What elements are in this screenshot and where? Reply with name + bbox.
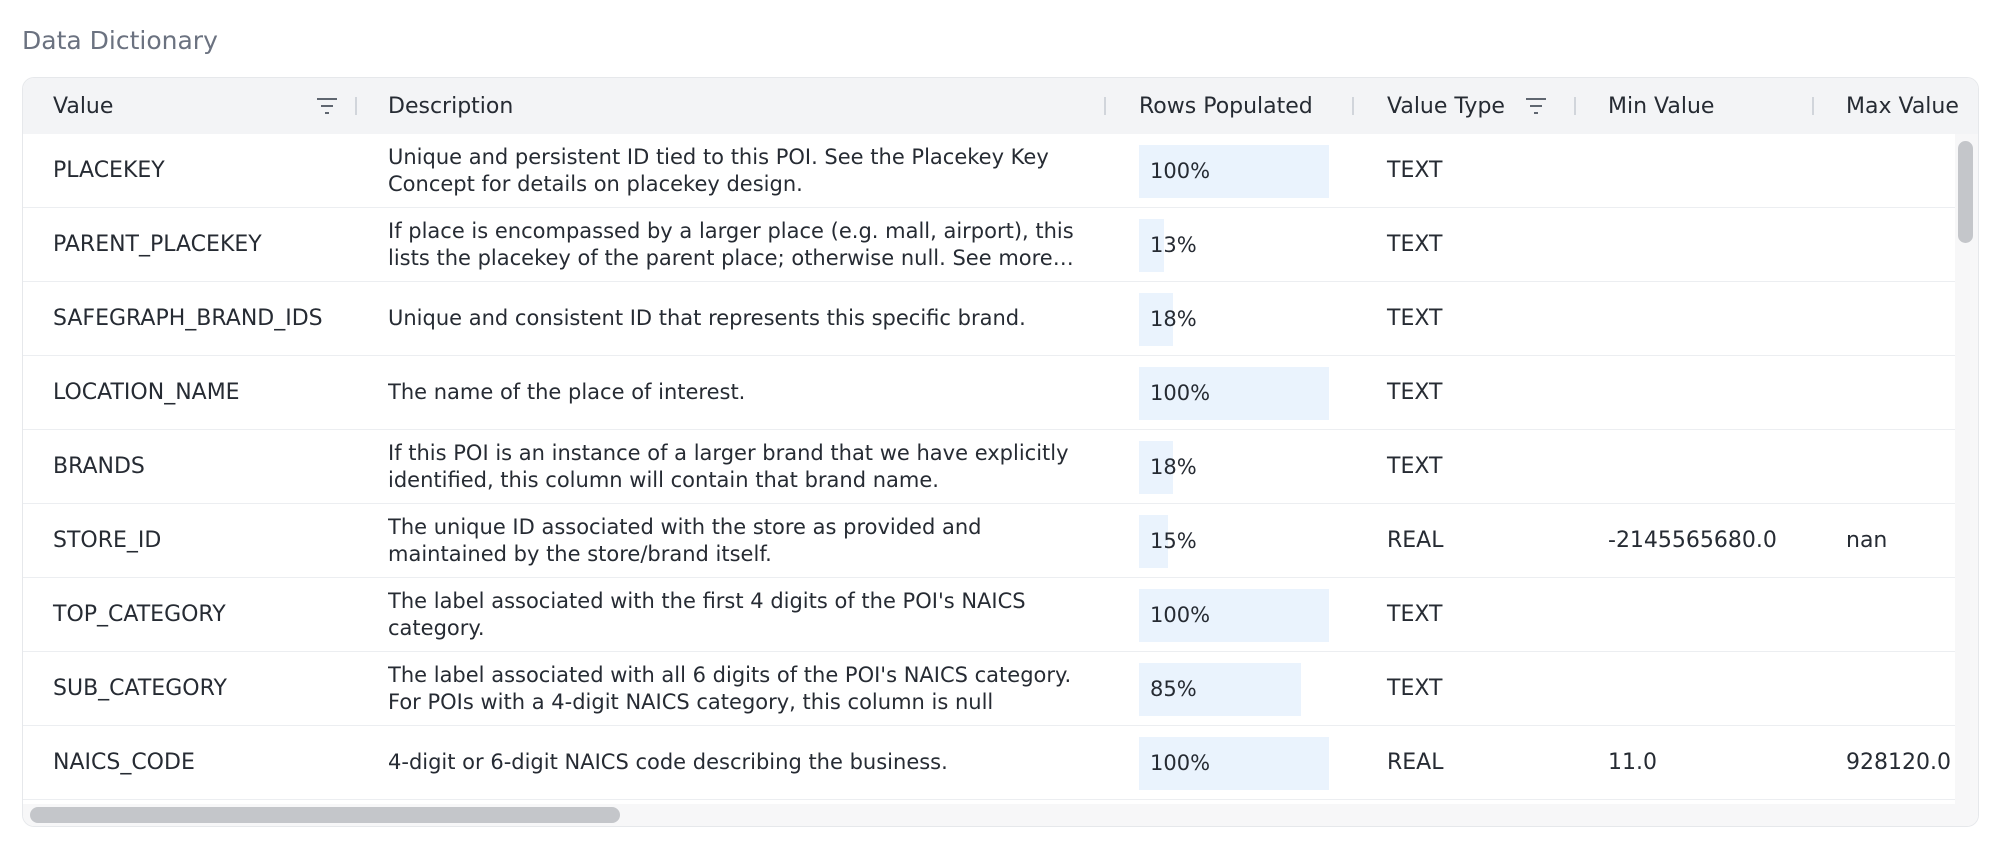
value-type-cell: TEXT (1387, 158, 1443, 183)
populated-bar (1139, 737, 1329, 790)
rows-populated-cell: 13% (1150, 232, 1197, 257)
value-cell: TOP_CATEGORY (53, 602, 226, 627)
populated-bar (1139, 367, 1329, 420)
filter-icon[interactable] (1525, 95, 1547, 117)
table-row[interactable]: TOP_CATEGORY The label associated with t… (23, 578, 1955, 652)
column-header-value-type[interactable]: Value Type (1387, 93, 1505, 119)
table-row[interactable]: BRANDS If this POI is an instance of a l… (23, 430, 1955, 504)
vertical-scrollbar[interactable] (1955, 134, 1978, 804)
table-row[interactable]: SUB_CATEGORY The label associated with a… (23, 652, 1955, 726)
populated-bar (1139, 663, 1301, 716)
value-type-cell: REAL (1387, 528, 1444, 553)
column-resizer[interactable] (1352, 97, 1354, 115)
column-header-min-value[interactable]: Min Value (1608, 93, 1715, 119)
description-cell: The label associated with the first 4 di… (388, 578, 1078, 651)
value-cell: SAFEGRAPH_BRAND_IDS (53, 306, 323, 331)
table-row[interactable]: NAICS_CODE 4-digit or 6-digit NAICS code… (23, 726, 1955, 800)
description-text: The name of the place of interest. (388, 380, 746, 404)
column-header-description[interactable]: Description (388, 93, 514, 119)
table-row[interactable]: SAFEGRAPH_BRAND_IDS Unique and consisten… (23, 282, 1955, 356)
value-cell: LOCATION_NAME (53, 380, 240, 405)
description-text: The label associated with the first 4 di… (388, 588, 1026, 640)
max-value-cell: 928120.0 (1846, 750, 1951, 775)
value-type-cell: TEXT (1387, 380, 1443, 405)
rows-populated-cell: 85% (1150, 676, 1197, 701)
rows-populated-cell: 100% (1150, 602, 1211, 627)
populated-bar (1139, 145, 1329, 198)
vertical-scrollbar-thumb[interactable] (1958, 141, 1973, 243)
min-value-cell: -2145565680.0 (1608, 528, 1777, 553)
description-text: Unique and persistent ID tied to this PO… (388, 144, 1049, 196)
description-cell: The unique ID associated with the store … (388, 504, 1078, 577)
table-row[interactable]: PARENT_PLACEKEY If place is encompassed … (23, 208, 1955, 282)
value-cell: BRANDS (53, 454, 145, 479)
description-cell: If this POI is an instance of a larger b… (388, 430, 1078, 503)
page-title: Data Dictionary (22, 26, 218, 55)
min-value-cell: 11.0 (1608, 750, 1657, 775)
populated-bar (1139, 219, 1164, 272)
description-cell: Unique and persistent ID tied to this PO… (388, 134, 1078, 207)
value-cell: PARENT_PLACEKEY (53, 232, 262, 257)
column-resizer[interactable] (1812, 97, 1814, 115)
description-cell: The label associated with all 6 digits o… (388, 652, 1078, 725)
filter-icon[interactable] (316, 95, 338, 117)
rows-populated-cell: 100% (1150, 158, 1211, 183)
description-text: The label associated with all 6 digits o… (388, 662, 1072, 714)
value-cell: NAICS_CODE (53, 750, 195, 775)
populated-bar (1139, 293, 1173, 346)
rows-populated-cell: 18% (1150, 306, 1197, 331)
value-type-cell: TEXT (1387, 602, 1443, 627)
description-cell: The name of the place of interest. (388, 356, 1078, 429)
value-cell: PLACEKEY (53, 158, 165, 183)
description-text: 4-digit or 6-digit NAICS code describing… (388, 750, 948, 774)
value-cell: SUB_CATEGORY (53, 676, 227, 701)
description-text: If this POI is an instance of a larger b… (388, 440, 1069, 492)
description-text: Unique and consistent ID that represents… (388, 306, 1026, 330)
column-header-value[interactable]: Value (53, 93, 114, 119)
value-type-cell: REAL (1387, 750, 1444, 775)
description-text: If place is encompassed by a larger plac… (388, 218, 1074, 270)
description-cell: Unique and consistent ID that represents… (388, 282, 1078, 355)
rows-populated-cell: 15% (1150, 528, 1197, 553)
value-type-cell: TEXT (1387, 676, 1443, 701)
value-cell: STORE_ID (53, 528, 162, 553)
data-grid: Value Description Rows Populated Value T… (22, 77, 1979, 827)
populated-bar (1139, 441, 1173, 494)
column-resizer[interactable] (355, 97, 357, 115)
column-header-max-value[interactable]: Max Value (1846, 93, 1959, 119)
value-type-cell: TEXT (1387, 232, 1443, 257)
populated-bar (1139, 589, 1329, 642)
rows-populated-cell: 100% (1150, 380, 1211, 405)
table-row[interactable]: PLACEKEY Unique and persistent ID tied t… (23, 134, 1955, 208)
grid-header: Value Description Rows Populated Value T… (23, 78, 1978, 135)
max-value-cell: nan (1846, 528, 1888, 553)
horizontal-scrollbar-thumb[interactable] (30, 807, 620, 823)
table-row[interactable]: STORE_ID The unique ID associated with t… (23, 504, 1955, 578)
rows-populated-cell: 100% (1150, 750, 1211, 775)
column-resizer[interactable] (1104, 97, 1106, 115)
table-row[interactable]: LOCATION_NAME The name of the place of i… (23, 356, 1955, 430)
column-resizer[interactable] (1574, 97, 1576, 115)
value-type-cell: TEXT (1387, 306, 1443, 331)
description-cell: 4-digit or 6-digit NAICS code describing… (388, 726, 1078, 799)
populated-bar (1139, 515, 1168, 568)
rows-populated-cell: 18% (1150, 454, 1197, 479)
column-header-rows-populated[interactable]: Rows Populated (1139, 93, 1313, 119)
value-type-cell: TEXT (1387, 454, 1443, 479)
grid-body: PLACEKEY Unique and persistent ID tied t… (23, 134, 1955, 804)
description-cell: If place is encompassed by a larger plac… (388, 208, 1078, 281)
description-text: The unique ID associated with the store … (388, 514, 982, 566)
